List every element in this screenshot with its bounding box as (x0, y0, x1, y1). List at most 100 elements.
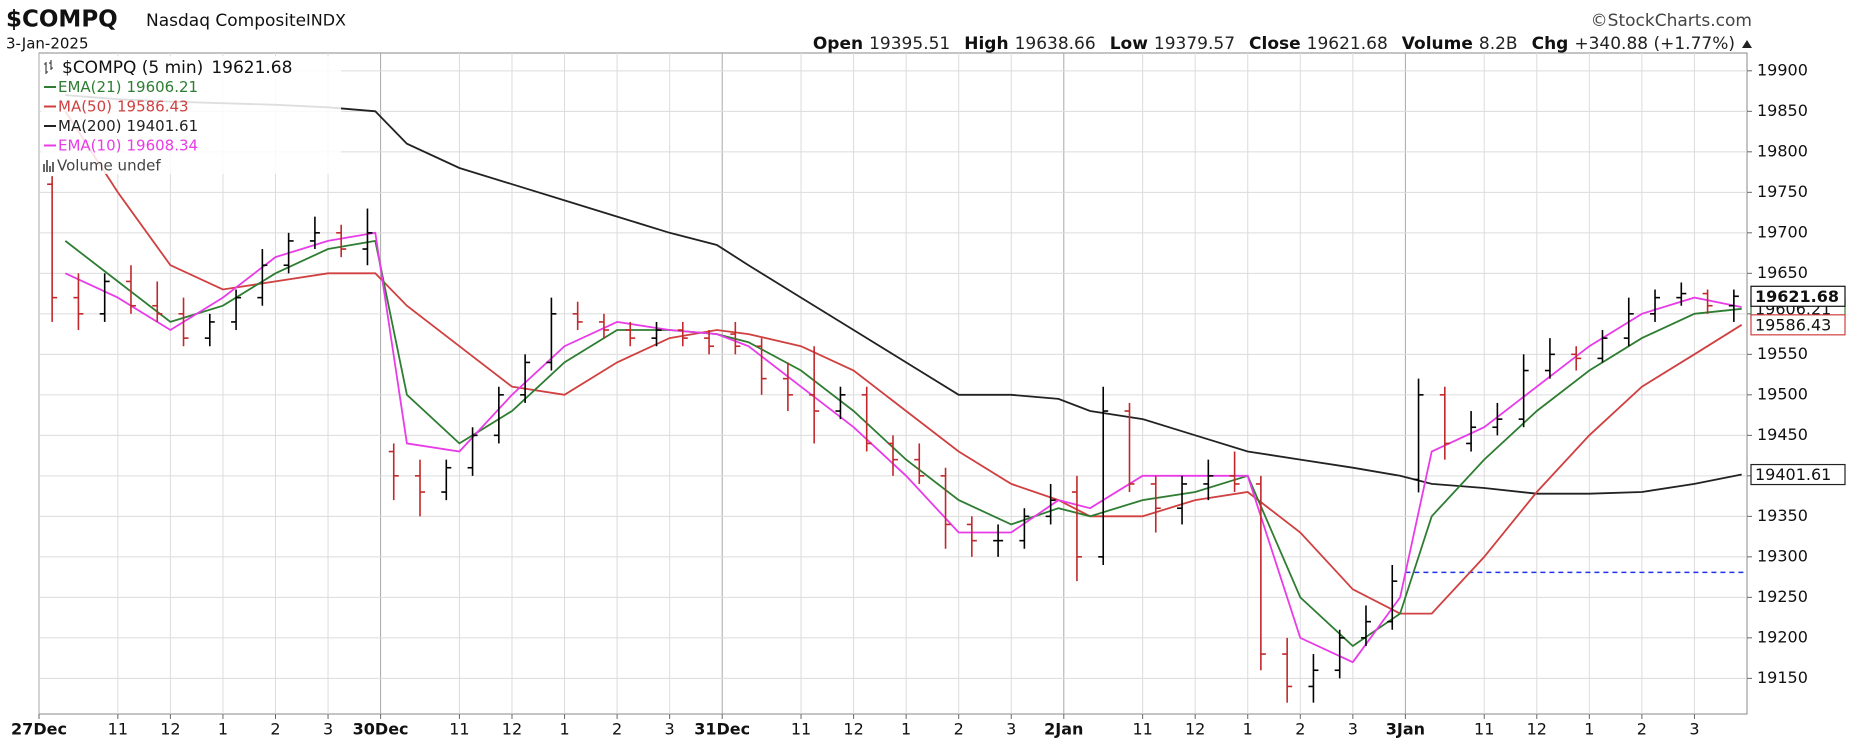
legend-value: 19401.61 (127, 117, 199, 135)
ohlc-bar (204, 313, 215, 347)
ohlc-bar (835, 386, 846, 420)
legend-name: EMA(21) (58, 78, 121, 96)
x-tick-label: 3 (1689, 720, 1699, 739)
ohlc-bar (178, 297, 189, 347)
credit: ©StockCharts.com (1591, 11, 1752, 31)
volume-legend: Volume undef (57, 157, 161, 175)
x-tick-label: 11 (108, 720, 128, 739)
symbol: $COMPQ (6, 7, 118, 33)
ohlc-bar (914, 443, 925, 484)
volume-icon (43, 160, 54, 172)
value-tag-box (1750, 285, 1846, 307)
y-tick-label: 19450 (1757, 425, 1808, 444)
x-tick-label: 12 (843, 720, 863, 739)
y-tick-label: 19850 (1757, 101, 1808, 120)
x-tick-label: 1 (218, 720, 228, 739)
ohlc-bar (1466, 411, 1477, 452)
ohlc-bar (1650, 289, 1661, 322)
ohlc-bar (441, 459, 452, 501)
y-tick-label: 19750 (1757, 182, 1808, 201)
ohlc-bar (1492, 402, 1503, 436)
legend-name: EMA(10) (58, 136, 121, 154)
stat-value: 19379.57 (1154, 34, 1235, 54)
ohlc-bar (1124, 402, 1135, 493)
ohlc-bar (704, 330, 715, 355)
x-tick-label: 2 (1295, 720, 1305, 739)
stat-label: Low (1110, 34, 1149, 54)
x-tick-label: 3Jan (1386, 720, 1425, 739)
indicator-line (64, 110, 1743, 615)
x-tick-label: 12 (1527, 720, 1547, 739)
legend-value: 19606.21 (126, 78, 198, 96)
ohlc-bar (1439, 386, 1450, 460)
ohlc-bar (809, 346, 820, 444)
ohlc-bar (493, 386, 504, 444)
legend-entry: EMA(10) 19608.34 (58, 136, 198, 154)
legend-value: 19621.68 (211, 58, 292, 78)
ohlc-bar (415, 459, 426, 517)
x-tick-label: 1 (559, 720, 569, 739)
x-tick-label: 11 (449, 720, 469, 739)
legend-name: MA(200) (58, 117, 122, 135)
ohlc-bar (1071, 475, 1082, 582)
ohlc-bar (1360, 605, 1371, 646)
ohlc-bar (467, 427, 478, 476)
stat-value: 19621.68 (1307, 34, 1388, 54)
stat-label: Close (1249, 34, 1301, 54)
value-tag: 19621.68 (1755, 287, 1839, 306)
ohlc-bar (47, 176, 58, 322)
ohlc-bar (1229, 451, 1240, 493)
legend-box (41, 56, 341, 174)
ohlc-bar (362, 208, 373, 266)
x-tick-label: 31Dec (694, 720, 750, 739)
legend-entry: MA(200) 19401.61 (58, 117, 198, 135)
ohlc-bar (125, 265, 136, 314)
x-tick-label: 11 (1474, 720, 1494, 739)
stat-value: 19395.51 (869, 34, 950, 54)
ohlc-bar (730, 321, 741, 355)
ohlc-bar (861, 386, 872, 452)
x-tick-label: 1 (1243, 720, 1253, 739)
legend-icon (44, 60, 53, 74)
ohlc-bar (677, 321, 688, 347)
ohlc-bar (1544, 338, 1555, 379)
up-arrow (1742, 40, 1752, 48)
x-tick-label: 2 (1637, 720, 1647, 739)
ohlc-bar (598, 313, 609, 339)
x-tick-label: 3 (323, 720, 333, 739)
x-tick-label: 27Dec (11, 720, 67, 739)
x-tick-label: 30Dec (353, 720, 409, 739)
ohlc-bar (546, 297, 557, 371)
ohlc-bar (1045, 483, 1056, 525)
ohlc-bar (1728, 289, 1739, 322)
stat-label: Open (813, 34, 863, 54)
stat-value: 19638.66 (1015, 34, 1096, 54)
ohlc-bar (1282, 637, 1293, 703)
ohlc-bar (309, 216, 320, 250)
index-name: Nasdaq Composite (146, 11, 306, 31)
date: 3-Jan-2025 (6, 35, 89, 53)
ohlc-bar (1334, 629, 1345, 679)
ohlc-bar (1623, 297, 1634, 347)
ohlc-bar (1518, 354, 1529, 428)
y-tick-label: 19200 (1757, 627, 1808, 646)
stat-label: Volume (1402, 34, 1473, 54)
x-tick-label: 1 (901, 720, 911, 739)
indicator-line (65, 94, 1742, 495)
x-tick-label: 2 (954, 720, 964, 739)
x-tick-label: 11 (1132, 720, 1152, 739)
x-tick-label: 12 (160, 720, 180, 739)
exchange: INDX (306, 11, 346, 30)
legend-value: 19608.34 (126, 136, 198, 154)
y-tick-label: 19900 (1757, 60, 1808, 79)
y-tick-label: 19800 (1757, 141, 1808, 160)
ohlc-bar (940, 467, 951, 549)
y-tick-label: 19350 (1757, 506, 1808, 525)
ohlc-bar (257, 249, 268, 306)
x-tick-label: 3 (665, 720, 675, 739)
stat-value: +340.88 (+1.77%) (1574, 34, 1735, 54)
y-tick-label: 19650 (1757, 263, 1808, 282)
ohlc-bar (1308, 654, 1319, 703)
ohlc-bar (388, 443, 399, 501)
